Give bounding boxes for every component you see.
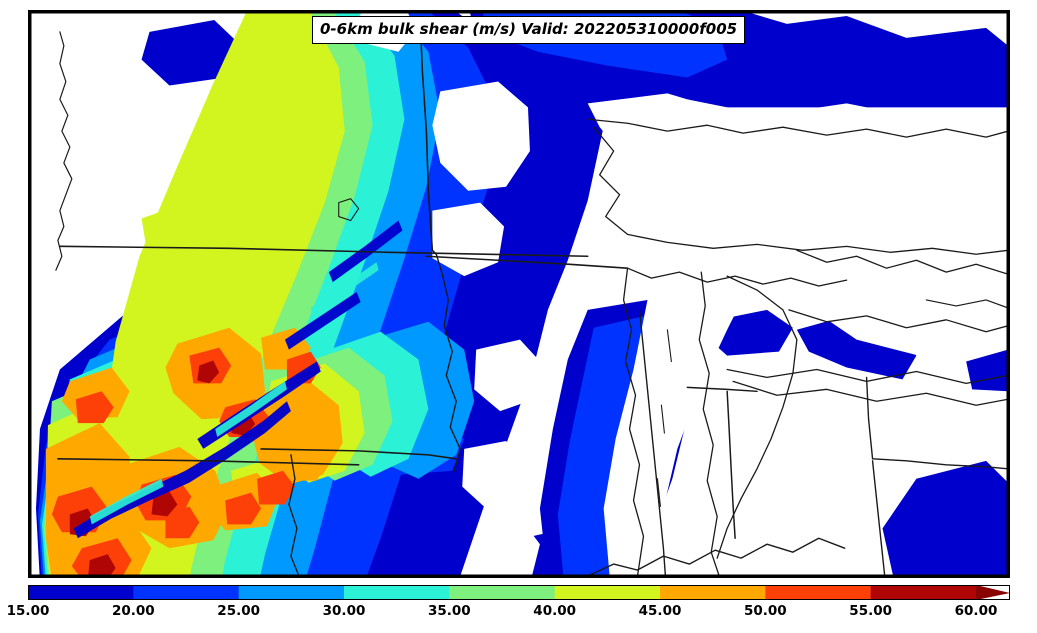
- map-plot-area[interactable]: [28, 10, 1010, 578]
- colorbar-swatches[interactable]: [28, 585, 1010, 600]
- colorbar-band-35-40: [449, 585, 556, 600]
- map-title-box: 0-6km bulk shear (m/s) Valid: 2022053100…: [312, 16, 746, 44]
- colorbar-tick-45: 45.00: [638, 603, 682, 619]
- colorbar-tick-15: 15.00: [6, 603, 50, 619]
- colorbar-band-15-20: [28, 585, 134, 600]
- page-title: 0-6km bulk shear (m/s) Valid: 2022053100…: [320, 20, 738, 38]
- colorbar-tick-35: 35.00: [427, 603, 471, 619]
- colorbar-tick-40: 40.00: [533, 603, 577, 619]
- colorbar-band-25-30: [238, 585, 345, 600]
- colorbar-band-30-35: [344, 585, 450, 600]
- colorbar-tick-30: 30.00: [322, 603, 366, 619]
- colorbar-outline: [28, 585, 1010, 600]
- embedded-mid-filaments: [89, 262, 379, 525]
- shear-contour-map[interactable]: [30, 12, 1008, 576]
- colorbar-band-50-55: [765, 585, 872, 600]
- colorbar-tick-20: 20.00: [111, 603, 155, 619]
- colorbar[interactable]: [28, 585, 1010, 600]
- colorbar-tick-60: 60.00: [954, 603, 998, 619]
- colorbar-tick-labels: 15.00 20.00 25.00 30.00 35.00 40.00 45.00 50.00…: [0, 603, 1037, 625]
- map-frame: [30, 12, 1008, 576]
- colorbar-extend-arrow: [976, 585, 1010, 600]
- colorbar-band-55-60: [870, 585, 977, 600]
- shear-field-layer: [35, 12, 1008, 576]
- colorbar-band-20-25: [133, 585, 240, 600]
- unshaded-gaps: [356, 12, 1008, 576]
- colorbar-tick-25: 25.00: [217, 603, 261, 619]
- colorbar-band-45-50: [660, 585, 766, 600]
- colorbar-band-40-45: [554, 585, 661, 600]
- colorbar-tick-50: 50.00: [743, 603, 787, 619]
- colorbar-tick-55: 55.00: [849, 603, 893, 619]
